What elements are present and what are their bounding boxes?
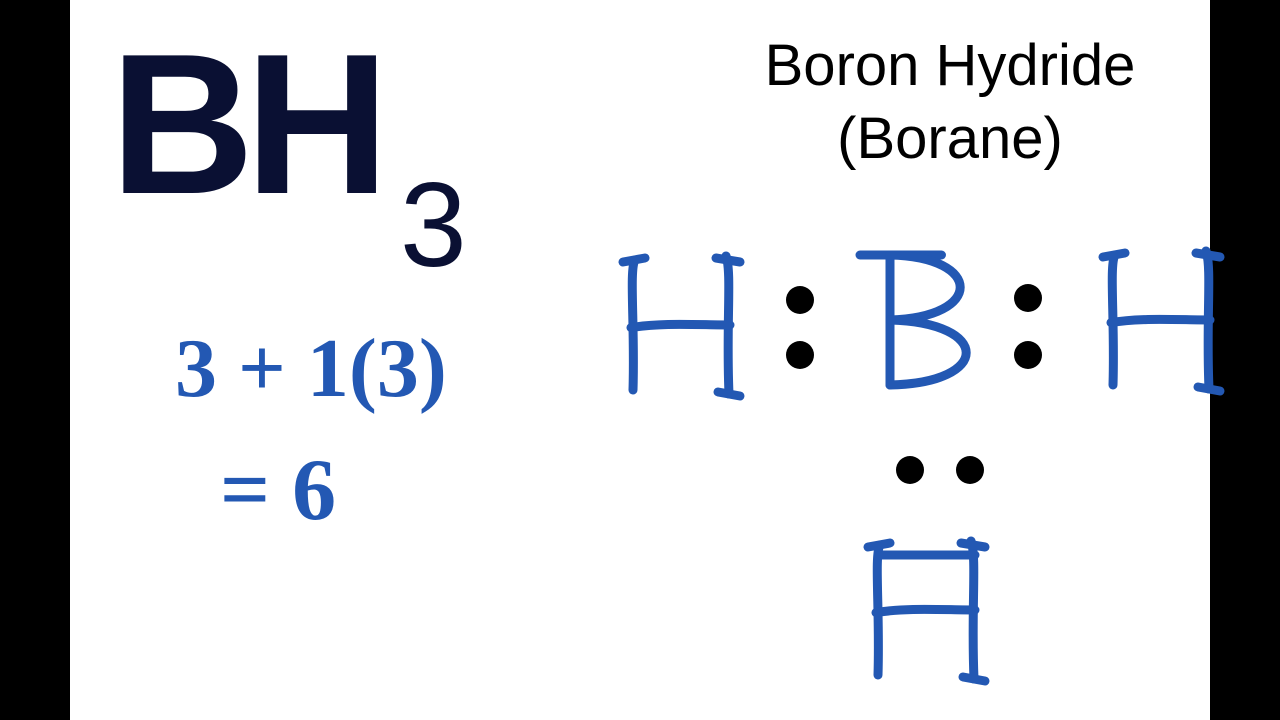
electron-dot-0-1 xyxy=(786,341,814,369)
stage: B H 3 Boron Hydride (Borane) 3 + 1(3) = … xyxy=(0,0,1280,720)
electron-dot-1-0 xyxy=(1014,284,1042,312)
electron-dot-2-0 xyxy=(896,456,924,484)
lewis-atom-h-right xyxy=(1103,251,1220,391)
lewis-atom-h-bottom xyxy=(868,541,985,681)
content: B H 3 Boron Hydride (Borane) 3 + 1(3) = … xyxy=(0,0,1280,720)
electron-dot-1-1 xyxy=(1014,341,1042,369)
lewis-atom-b xyxy=(860,255,966,385)
electron-dot-2-1 xyxy=(956,456,984,484)
lewis-atom-h-left xyxy=(623,256,740,396)
lewis-structure xyxy=(0,0,1280,720)
electron-dot-0-0 xyxy=(786,286,814,314)
